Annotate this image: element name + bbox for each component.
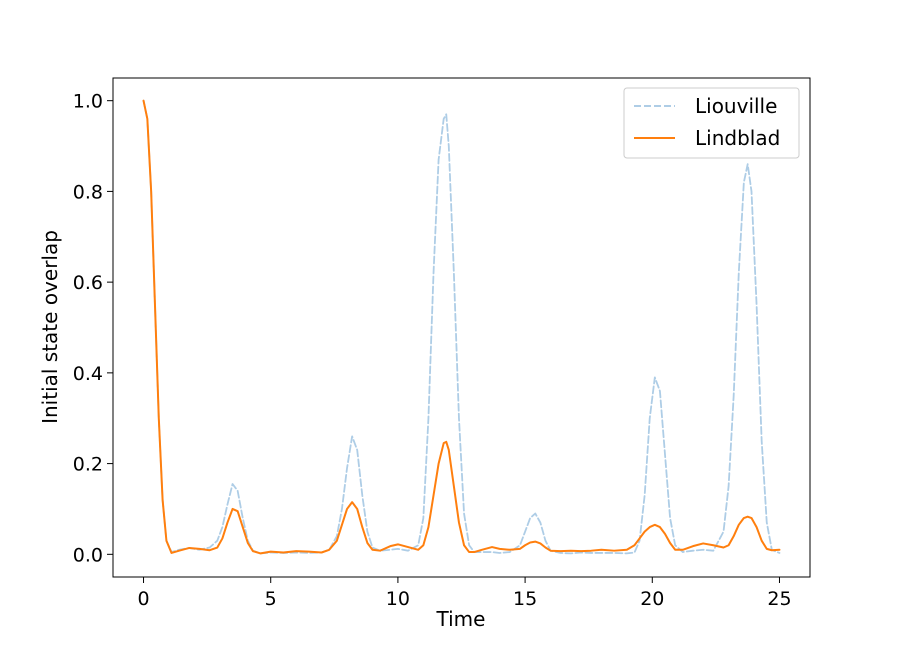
plot-frame [112, 77, 811, 578]
y-tick-label: 0.4 [73, 363, 103, 385]
y-tick-label: 0.6 [73, 272, 103, 294]
y-axis-label: Initial state overlap [38, 230, 62, 424]
x-axis-label: Time [436, 607, 486, 631]
x-tick-label: 15 [513, 588, 537, 610]
legend-label-lindblad: Lindblad [695, 126, 780, 150]
x-tick-label: 20 [640, 588, 664, 610]
y-axis: 0.0 0.2 0.4 0.6 0.8 1.0 [73, 91, 113, 566]
legend-label-liouville: Liouville [695, 94, 777, 118]
y-tick-label: 0.8 [73, 181, 103, 203]
series-line-liouville [142, 99, 781, 555]
y-tick-label: 1.0 [73, 91, 103, 113]
x-tick-label: 10 [386, 588, 410, 610]
x-tick-label: 25 [767, 588, 791, 610]
series-line-lindblad [142, 99, 781, 555]
legend: Liouville Lindblad [623, 87, 800, 159]
y-tick-label: 0.0 [73, 544, 103, 566]
series-layer [142, 99, 781, 555]
x-tick-label: 5 [265, 588, 277, 610]
y-tick-label: 0.2 [73, 454, 103, 476]
x-axis: 0 5 10 15 20 25 [137, 577, 792, 610]
x-tick-label: 0 [137, 588, 149, 610]
